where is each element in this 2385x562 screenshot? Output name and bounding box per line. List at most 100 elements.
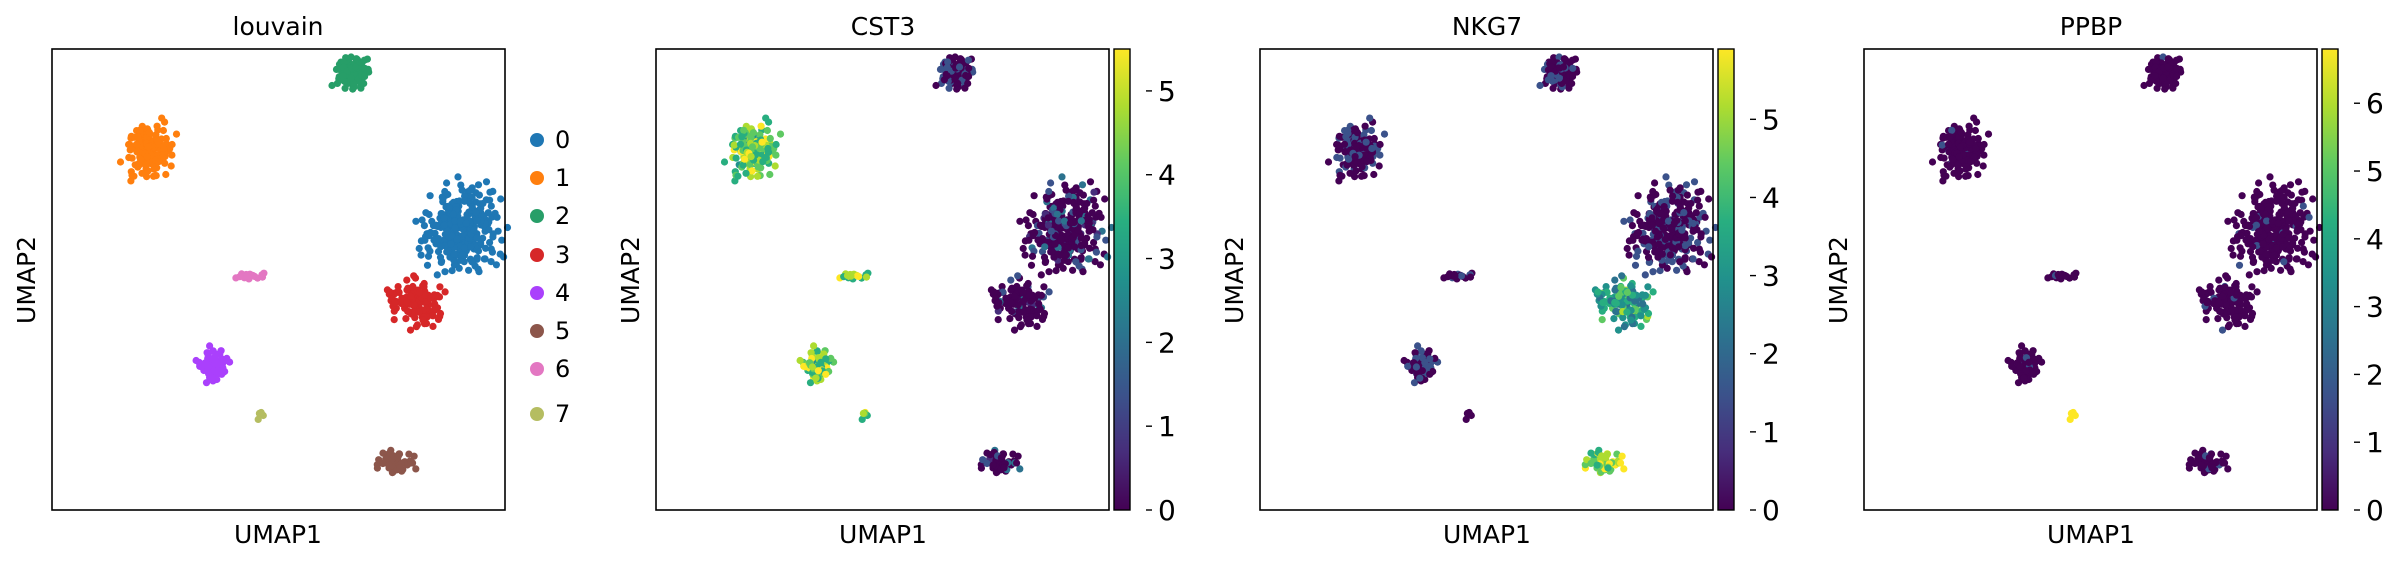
scatter-point [1049,247,1057,255]
scatter-point [800,362,808,370]
scatter-point [1602,283,1610,291]
scatter-point [2233,236,2241,244]
scatter-point [2259,240,2267,248]
scatter-point [1006,315,1014,323]
scatter-point [997,454,1006,462]
scatter-point [1370,170,1378,179]
scatter-point [2300,248,2308,256]
scatter-point [2232,222,2240,230]
scatter-point [2219,292,2227,300]
scatter-point [1013,459,1021,467]
scatter-point [2173,64,2181,72]
legend-label: 7 [555,400,570,428]
scatter-point [1421,358,1429,366]
scatter-point [1022,216,1030,224]
scatter-point [2203,299,2211,307]
scatter-point [1696,248,1704,256]
scatter-point [2208,464,2216,472]
scatter-point [328,81,336,90]
scatter-point [1536,81,1544,90]
scatter-point [1620,465,1628,473]
scatter-point [1363,158,1371,166]
scatter-point [1078,181,1087,189]
scatter-point [1011,292,1019,300]
scatter-point [2236,252,2245,260]
scatter-point [1659,217,1667,225]
scatter-point [1029,232,1037,240]
scatter-point [2222,272,2230,280]
scatter-point [1670,219,1678,227]
scatter-point [1706,236,1714,244]
scatter-point [747,153,755,161]
scatter-point [493,213,501,221]
scatter-point [1055,217,1063,225]
scatter-point [1644,253,1653,261]
scatter-point [339,72,347,80]
scatter-point [1072,258,1080,266]
scatter-point [1653,247,1661,255]
scatter-point [2270,186,2278,194]
scatter-point [144,167,152,175]
y-axis-label: UMAP2 [1220,236,1249,324]
scatter-point [436,283,444,291]
scatter-point [807,349,815,357]
scatter-point [130,172,138,180]
colorbar-tick-label: 2 [2366,358,2384,391]
scatter-point [1974,170,1982,179]
scatter-point [2227,288,2235,297]
scatter-point [1043,195,1051,203]
legend-marker [530,324,544,338]
colorbar-tick-label: 1 [2366,426,2384,459]
scatter-point [2260,267,2268,275]
scatter-point [943,72,951,80]
panel-cst3: CST3 UMAP1 UMAP2 0 1 2 3 4 5 [616,12,1176,549]
scatter-point [1060,256,1069,264]
scatter-point [396,464,404,472]
scatter-point [2252,214,2260,222]
scatter-point [738,133,746,141]
scatter-point [1366,114,1374,122]
scatter-point [116,158,125,166]
legend-entry: 7 [530,400,570,428]
scatter-point [1979,162,1987,170]
legend-entry: 2 [530,202,570,230]
scatter-point [1668,197,1676,205]
scatter-point [379,459,387,468]
scatter-point [2015,349,2023,357]
scatter-point [1015,314,1023,322]
scatter-point [732,154,740,162]
scatter-point [1967,158,1975,166]
scatter-point [412,465,420,473]
scatter-point [1013,283,1021,291]
scatter-point [2286,181,2295,189]
scatter-point [1055,224,1063,232]
scatter-point [2227,308,2235,316]
scatter-point [2299,258,2307,266]
scatter-point [2206,283,2214,291]
scatter-point [1695,258,1703,266]
scatter-point [1617,459,1625,467]
scatter-point [394,283,402,291]
scatter-point [1079,268,1087,276]
scatter-point [2224,217,2232,225]
scatter-point [1649,288,1657,296]
scatter-point [1705,195,1713,203]
scatter-point [1062,251,1070,259]
scatter-point [1093,233,1101,241]
scatter-point [460,244,469,252]
scatter-point [406,326,415,334]
scatter-point [1947,161,1955,169]
plot-frame [1259,48,1714,511]
scatter-point [1599,299,1607,307]
scatter-point [2291,199,2299,208]
scatter-point [2008,362,2016,370]
scatter-point [1036,221,1044,229]
scatter-point [202,379,211,387]
scatter-point [1633,210,1641,219]
scatter-point [2263,217,2271,225]
scatter-point [2202,316,2210,324]
scatter-point [2197,461,2205,469]
scatter-point [1352,143,1361,151]
scatter-point [412,217,420,225]
scatter-point [2277,266,2285,274]
